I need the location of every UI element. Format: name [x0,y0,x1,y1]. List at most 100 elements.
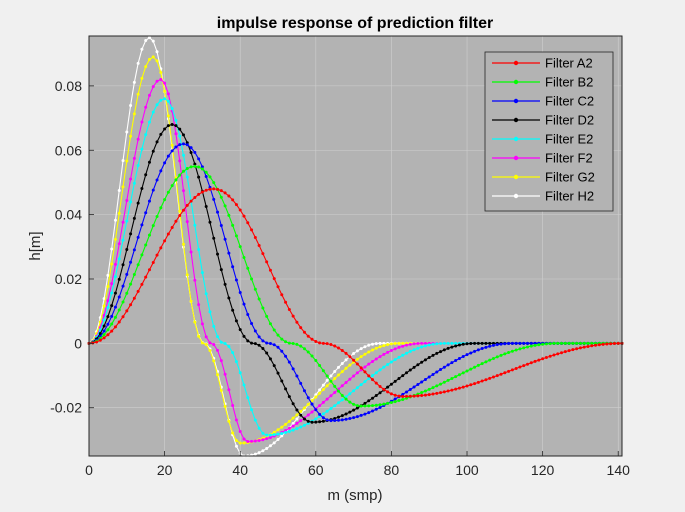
data-point [204,335,208,339]
data-point [371,396,375,400]
data-point [397,355,401,359]
data-point [238,441,242,445]
data-point [306,413,310,417]
data-point [552,353,556,357]
data-point [382,402,386,406]
data-point [204,188,208,192]
data-point [344,417,348,421]
data-point [242,302,246,306]
data-point [340,414,344,418]
data-point [136,289,140,293]
data-point [276,371,280,375]
data-point [465,353,469,357]
data-point [382,344,386,348]
data-point [420,360,424,364]
chart-title: impulse response of prediction filter [217,15,494,32]
data-point [291,421,295,425]
data-point [363,412,367,416]
data-point [117,295,121,299]
data-point [416,394,420,398]
data-point [473,365,477,369]
data-point [234,319,238,323]
data-point [423,341,427,345]
data-point [121,159,125,163]
data-point [238,208,242,212]
data-point [136,235,140,239]
data-point [476,363,480,367]
data-point [106,306,110,310]
data-point [578,341,582,345]
data-point [287,395,291,399]
data-point [166,124,170,128]
data-point [454,341,458,345]
data-point [367,404,371,408]
data-point [352,389,356,393]
data-point [548,354,552,358]
data-point [166,190,170,194]
data-point [363,404,367,408]
data-point [265,260,269,264]
data-point [212,342,216,346]
data-point [151,110,155,114]
data-point [386,350,390,354]
data-point [412,394,416,398]
data-point [125,199,129,203]
data-point [355,362,359,366]
data-point [367,350,371,354]
data-point [280,349,284,353]
data-point [503,342,507,346]
data-point [272,277,276,281]
legend-entry-filter-g2: Filter G2 [492,170,595,185]
data-point [371,374,375,378]
data-point [231,308,235,312]
data-point [204,205,208,209]
data-point [276,345,280,349]
data-point [544,355,548,359]
data-point [333,384,337,388]
data-point [261,449,265,453]
series-layer [87,36,624,458]
data-point [359,355,363,359]
data-point [280,431,284,435]
data-point [219,195,223,199]
data-point [518,365,522,369]
data-point [386,390,390,394]
data-point [166,114,170,118]
data-point [314,395,318,399]
data-point [193,162,197,166]
data-point [480,362,484,366]
data-point [480,347,484,351]
data-point [291,367,295,371]
data-point [420,393,424,397]
data-point [166,92,170,96]
data-point [132,156,136,160]
data-point [355,371,359,375]
data-point [113,275,117,279]
data-point [378,384,382,388]
data-point [166,154,170,158]
data-point [276,285,280,289]
data-point [280,379,284,383]
data-point [246,221,250,225]
data-point [189,165,193,169]
data-point [257,335,261,339]
data-point [231,431,235,435]
data-point [242,441,246,445]
data-point [257,343,261,347]
data-point [261,431,265,435]
data-point [420,391,424,395]
data-point [170,106,174,110]
data-point [386,363,390,367]
data-point [423,358,427,362]
data-point [439,382,443,386]
data-point [200,322,204,326]
data-point [389,401,393,405]
data-point [140,120,144,124]
data-point [541,342,545,346]
data-point [454,344,458,348]
data-point [159,71,163,75]
data-point [136,164,140,168]
data-point [227,296,231,300]
data-point [495,355,499,359]
data-point [189,151,193,155]
